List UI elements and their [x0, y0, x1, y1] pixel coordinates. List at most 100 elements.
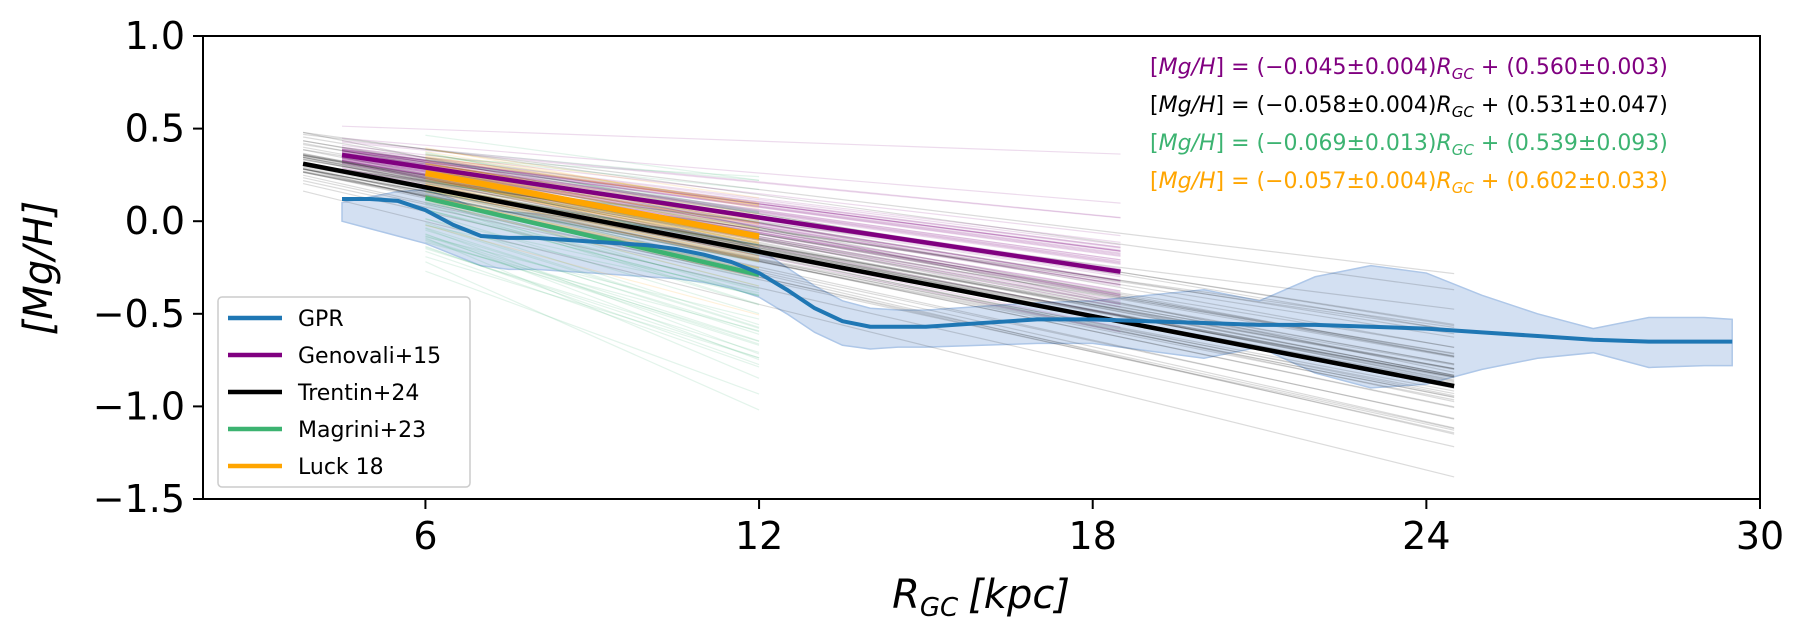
luck-18-sample-line: [425, 163, 760, 215]
luck-18-sample-line: [425, 158, 760, 206]
genovali-15-sample-line: [341, 157, 1121, 284]
magrini-23-sample-line: [425, 148, 760, 181]
magrini-23-sample-line: [425, 205, 760, 292]
luck-18-sample-line: [425, 181, 760, 245]
trentin-24-sample-line: [302, 182, 1455, 448]
trentin-24-sample-line: [302, 149, 1455, 335]
magrini-23-sample-line: [425, 159, 760, 212]
magrini-23-sample-line: [425, 153, 760, 205]
x-tick-label: 24: [1402, 514, 1450, 558]
luck-18-sample-line: [425, 177, 760, 244]
magrini-23-sample-line: [425, 158, 760, 214]
genovali-15-sample-line: [341, 148, 1121, 252]
luck-18-sample-line: [425, 188, 760, 263]
magrini-23-sample-line: [425, 233, 760, 342]
y-tick-label: −1.0: [93, 384, 185, 428]
x-axis: 6 12 18 24 30: [413, 499, 1784, 558]
magrini-23-sample-line: [425, 208, 760, 290]
trentin-24-sample-line: [302, 156, 1455, 376]
genovali-15-sample-line: [341, 137, 1121, 204]
magrini-23-sample-line: [425, 154, 760, 191]
magrini-23-sample-line: [425, 223, 760, 329]
luck-18-fit-line: [424, 170, 760, 240]
genovali-15-sample-line: [341, 149, 1121, 252]
trentin-24-sample-line: [302, 158, 1455, 381]
genovali-15-sample-line: [341, 156, 1121, 282]
y-axis-label: [Mg/H]: [16, 201, 62, 336]
x-tick-label: 18: [1069, 514, 1117, 558]
magrini-23-sample-line: [425, 157, 760, 178]
luck-18-sample-line: [425, 179, 760, 240]
genovali-15-sample-line: [341, 157, 1121, 282]
luck-18-sample-line: [425, 168, 760, 226]
trentin-24-sample-line: [302, 177, 1455, 430]
y-tick-label: −0.5: [93, 292, 185, 336]
magrini-23-sample-line: [425, 229, 760, 333]
luck-18-sample-line: [425, 157, 760, 206]
magrini-23-sample-line: [425, 245, 760, 366]
genovali-15-legend-label: Genovali+15: [298, 344, 441, 369]
legend-box: [217, 296, 471, 488]
genovali-15-sample-line: [341, 148, 1121, 252]
magrini-23-sample-line: [425, 209, 760, 297]
genovali-15-sample-line: [341, 149, 1121, 251]
trentin-24-sample-line: [302, 174, 1455, 434]
trentin-24-sample-line: [302, 168, 1455, 399]
trentin-24-sample-line: [302, 146, 1455, 358]
magrini-23-fit-line: [424, 195, 760, 277]
magrini-23-sample-line: [425, 193, 760, 263]
trentin-24-sample-line: [302, 163, 1455, 370]
genovali-15-fit-line: [341, 152, 1121, 274]
luck-18-sample-line: [425, 177, 760, 249]
y-tick-label: 0.5: [125, 107, 185, 151]
genovali-15-sample-line: [341, 150, 1121, 256]
luck-18-sample-line: [425, 156, 760, 204]
genovali-15-sample-line: [341, 149, 1121, 253]
luck-18-sample-line: [425, 178, 760, 244]
trentin-24-sample-line: [303, 133, 1455, 275]
fit-equation: [Mg/H] = (−0.069±0.013)RGC + (0.539±0.09…: [1150, 131, 1668, 159]
magrini-23-sample-line: [425, 250, 760, 368]
genovali-15-sample-line: [341, 165, 1121, 317]
gpr-legend-label: GPR: [298, 307, 344, 332]
magrini-23-sample-line: [425, 134, 760, 181]
trentin-24-legend-label: Trentin+24: [297, 381, 419, 406]
luck-18-sample-line: [425, 155, 760, 208]
gpr-line: [342, 196, 1733, 344]
genovali-15-sample-line: [341, 162, 1121, 308]
trentin-24-sample-line: [302, 171, 1455, 392]
genovali-15-sample-line: [341, 151, 1121, 261]
magrini-23-sample-line: [425, 152, 760, 213]
magrini-23-sample-line: [425, 237, 760, 379]
luck-18-sample-line: [425, 147, 760, 210]
y-axis: 1.0 0.5 0.0 −0.5 −1.0 −1.5: [93, 14, 203, 521]
trentin-24-sample-line: [303, 164, 1455, 328]
fit-equation: [Mg/H] = (−0.045±0.004)RGC + (0.560±0.00…: [1150, 55, 1668, 83]
trentin-24-sample-line: [302, 163, 1455, 370]
trentin-24-sample-line: [302, 154, 1455, 376]
luck-18-sample-line: [425, 177, 760, 250]
trentin-24-fit-line: [302, 161, 1455, 389]
trentin-24-sample-line: [302, 166, 1455, 420]
luck-18-sample-line: [425, 224, 760, 316]
trentin-24-sample-line: [302, 171, 1455, 395]
genovali-15-sample-line: [341, 148, 1121, 248]
luck-18-sample-line: [425, 148, 760, 199]
magrini-23-sample-line: [425, 222, 760, 328]
magrini-23-sample-line: [425, 236, 760, 320]
legend: GPR Genovali+15 Trentin+24 Magrini+23 Luck 1…: [217, 296, 471, 488]
magrini-23-sample-line: [425, 200, 760, 287]
trentin-24-sample-line: [302, 156, 1455, 403]
x-tick-label: 12: [735, 514, 783, 558]
genovali-15-sample-line: [341, 150, 1121, 255]
magrini-23-sample-line: [425, 241, 760, 332]
fit-equation: [Mg/H] = (−0.058±0.004)RGC + (0.531±0.04…: [1150, 93, 1668, 121]
genovali-15-sample-line: [341, 149, 1121, 248]
magrini-23-sample-line: [425, 227, 760, 335]
genovali-15-sample-line: [341, 144, 1121, 237]
magrini-23-sample-line: [425, 228, 760, 355]
trentin-24-sample-line: [302, 165, 1455, 408]
genovali-15-sample-line: [341, 125, 1121, 155]
trentin-24-sample-line: [302, 162, 1455, 378]
genovali-15-sample-line: [341, 150, 1121, 254]
